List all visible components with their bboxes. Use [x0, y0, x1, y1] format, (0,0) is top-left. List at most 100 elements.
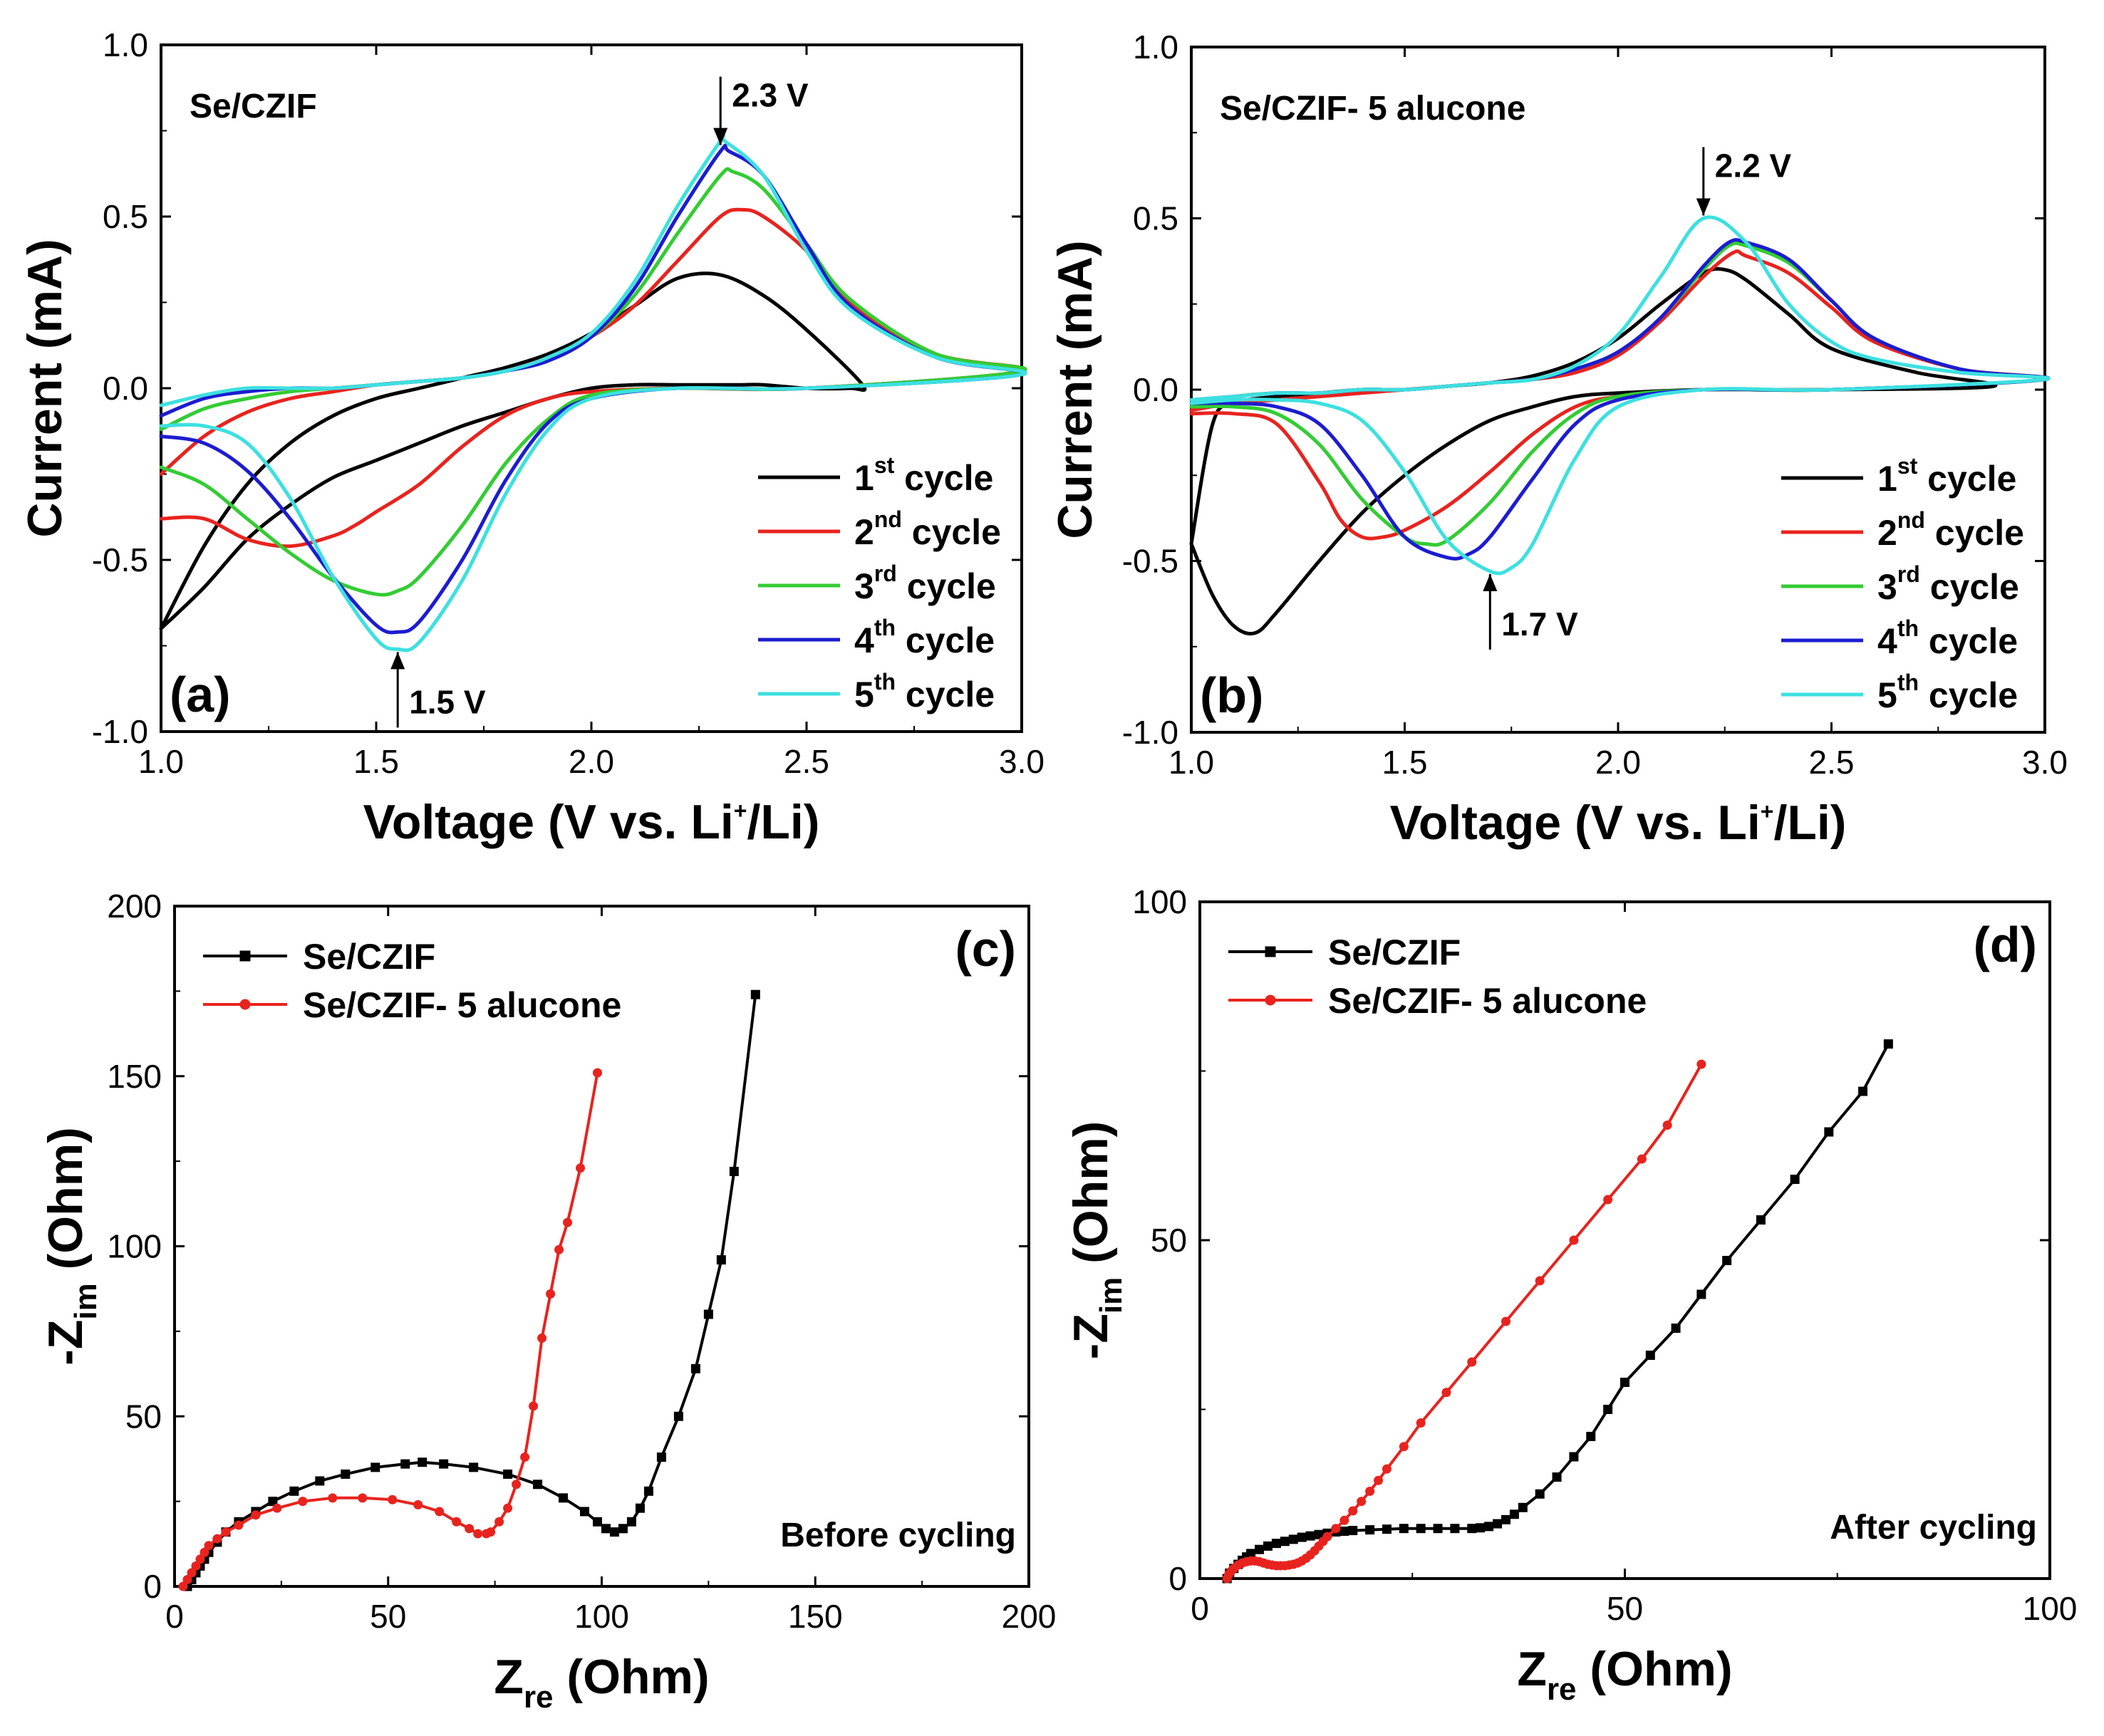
cv-panel-b: 1.0 1.5 2.0 2.5 3.0 -1.0 -0.5 0.0 0.5 1.0 (b) Se/CZ… — [1048, 28, 2068, 850]
marker-circle — [1637, 1154, 1647, 1164]
legend-tail: cycle — [1920, 567, 2019, 607]
marker-circle — [1467, 1357, 1477, 1367]
marker-square — [1603, 1405, 1613, 1414]
y-tick-label: 0 — [1168, 1560, 1187, 1597]
legend-entry: Se/CZIF — [1328, 932, 1461, 972]
y-tick-label: 50 — [125, 1398, 162, 1435]
x-axis-title-main: Voltage (V vs. Li — [363, 795, 734, 849]
legend-sup: rd — [874, 561, 897, 586]
marker-circle — [221, 1527, 231, 1537]
marker-square — [716, 1255, 726, 1265]
panel-label: (c) — [955, 921, 1016, 977]
legend-sup: th — [1897, 670, 1919, 695]
marker-circle — [576, 1163, 586, 1173]
marker-circle — [388, 1495, 398, 1504]
annotation-label: 2.3 V — [732, 77, 809, 114]
marker-square — [1365, 1525, 1375, 1535]
marker-square — [1255, 1544, 1265, 1554]
legend-num: 2 — [854, 512, 874, 552]
marker-circle — [251, 1510, 261, 1520]
legend-num: 5 — [1877, 675, 1897, 715]
legend-sup: nd — [1897, 507, 1925, 533]
marker-circle — [1348, 1506, 1358, 1516]
marker-circle — [593, 1068, 603, 1078]
legend-num: 4 — [854, 620, 874, 660]
marker-square — [418, 1457, 427, 1467]
marker-square — [1467, 1524, 1477, 1534]
marker-square — [1858, 1086, 1868, 1096]
annotation-arrow-0-head — [713, 128, 728, 145]
y-axis-title: Current (mA) — [1048, 240, 1102, 539]
marker-circle — [494, 1517, 504, 1527]
marker-square — [315, 1476, 325, 1486]
legend-entry: 5th cycle — [854, 669, 995, 714]
marker-square — [1518, 1502, 1528, 1512]
marker-circle — [546, 1289, 556, 1299]
x-tick-label: 200 — [1002, 1598, 1057, 1635]
marker-circle — [187, 1568, 197, 1578]
legend-entry: Se/CZIF — [303, 937, 435, 977]
series-line-cycle-5 — [1189, 215, 2051, 576]
legend-entry: 3rd cycle — [854, 561, 996, 606]
marker-square — [1297, 1532, 1307, 1542]
x-tick-label: 50 — [1607, 1590, 1643, 1627]
y-tick-label: 100 — [107, 1228, 162, 1265]
annotation-label: 1.5 V — [409, 683, 486, 720]
marker-square — [1416, 1524, 1426, 1534]
x-axis-title-main: Z — [494, 1650, 524, 1704]
marker-circle — [1357, 1497, 1367, 1507]
y-tick-label: 0.5 — [103, 198, 148, 235]
marker-circle — [1399, 1442, 1409, 1452]
legend-entry: Se/CZIF- 5 alucone — [1328, 981, 1647, 1021]
legend-tail: cycle — [1925, 513, 2024, 553]
legend-tail: cycle — [896, 675, 995, 714]
marker-circle — [298, 1497, 308, 1507]
x-axis-title-sub: re — [1547, 1672, 1577, 1707]
marker-square — [1552, 1472, 1562, 1482]
eis-panel-c: 0 50 100 150 200 0 50 100 150 200 (c) Before cyclin… — [38, 888, 1056, 1715]
marker-square — [593, 1517, 603, 1527]
marker-circle — [1441, 1388, 1451, 1398]
y-axis-title: -Zim (Ohm) — [1064, 1121, 1129, 1360]
y-tick-label: 0.0 — [1133, 371, 1178, 408]
y-axis-title-main: -Z — [1064, 1314, 1118, 1359]
legend-entry: 4th cycle — [854, 615, 995, 660]
marker-circle — [512, 1480, 522, 1490]
y-tick-label: 0.5 — [1133, 200, 1178, 237]
marker-square — [1493, 1519, 1503, 1529]
panel-label: (d) — [1974, 917, 2037, 972]
marker-square — [1671, 1324, 1681, 1333]
marker-square — [1271, 1539, 1281, 1549]
x-tick-label: 1.0 — [138, 743, 184, 780]
marker-circle — [239, 999, 251, 1010]
marker-square — [559, 1493, 569, 1503]
marker-circle — [1569, 1235, 1579, 1245]
marker-square — [239, 950, 251, 962]
panel-label: (b) — [1200, 667, 1263, 723]
marker-circle — [1365, 1486, 1375, 1496]
x-tick-label: 3.0 — [999, 743, 1045, 780]
x-tick-label: 3.0 — [2022, 744, 2068, 781]
annotation-arrow-0-head — [1696, 198, 1711, 216]
y-tick-label: -1.0 — [92, 713, 148, 750]
legend-entry: Se/CZIF- 5 alucone — [303, 985, 621, 1025]
legend-tail: cycle — [1919, 621, 2018, 661]
marker-square — [1722, 1256, 1732, 1265]
marker-circle — [1662, 1121, 1672, 1130]
marker-circle — [1501, 1316, 1510, 1326]
marker-square — [1280, 1537, 1290, 1547]
y-axis-title: -Zim (Ohm) — [38, 1127, 103, 1366]
x-axis-title: Zre (Ohm) — [1517, 1642, 1732, 1707]
x-axis-title-tail: /Li) — [1773, 796, 1846, 850]
marker-square — [609, 1527, 619, 1537]
y-axis-title-tail: (Ohm) — [1064, 1121, 1118, 1277]
legend-num: 1 — [854, 458, 874, 498]
marker-square — [1586, 1432, 1596, 1441]
marker-circle — [1603, 1195, 1613, 1205]
legend-tail: cycle — [1919, 675, 2018, 715]
eis-panel-d: 0 50 100 0 50 100 (d) After cycling Se/CZIF Se/CZ… — [1064, 883, 2077, 1707]
legend-sup: rd — [1897, 561, 1920, 587]
marker-square — [1696, 1289, 1706, 1299]
marker-square — [439, 1459, 449, 1469]
